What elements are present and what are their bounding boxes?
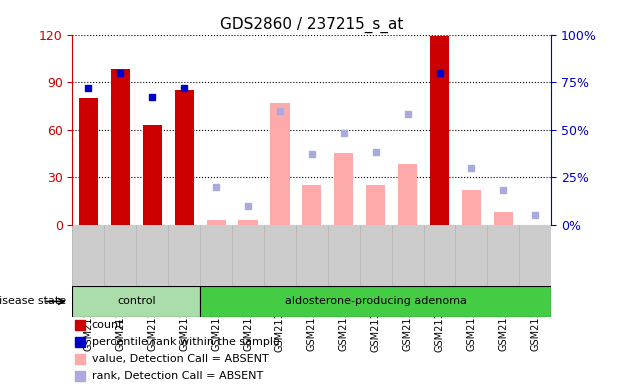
Bar [111,70,130,225]
Text: rank, Detection Call = ABSENT: rank, Detection Call = ABSENT [91,371,263,381]
Bar [207,220,226,225]
Bar [398,164,417,225]
Text: disease state: disease state [0,296,66,306]
Text: percentile rank within the sample: percentile rank within the sample [91,337,280,347]
Text: control: control [117,296,156,306]
Bar [200,286,551,317]
Text: count: count [91,320,123,330]
Bar [72,286,200,317]
Text: value, Detection Call = ABSENT: value, Detection Call = ABSENT [91,354,268,364]
Title: GDS2860 / 237215_s_at: GDS2860 / 237215_s_at [220,17,404,33]
Bar [175,90,194,225]
Bar [366,185,386,225]
Bar [334,153,353,225]
Bar [238,220,258,225]
Bar [302,185,321,225]
Text: aldosterone-producing adenoma: aldosterone-producing adenoma [285,296,467,306]
Bar [270,103,290,225]
Bar [79,98,98,225]
Bar [494,212,513,225]
Bar [462,190,481,225]
Bar [430,36,449,225]
Bar [142,125,162,225]
